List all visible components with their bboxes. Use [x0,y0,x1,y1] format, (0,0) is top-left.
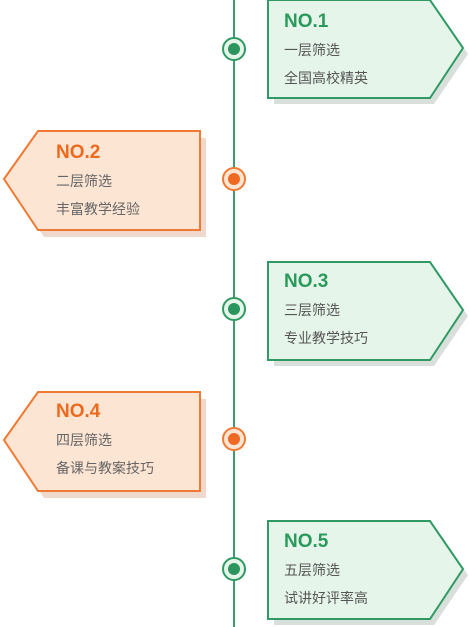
step-detail: 专业教学技巧 [284,331,368,347]
timeline-node-2 [222,167,246,191]
timeline-node-5 [222,557,246,581]
timeline-node-4 [222,427,246,451]
card-text: NO.4 四层筛选 备课与教案技巧 [56,401,154,478]
node-dot [228,173,240,185]
timeline-node-1 [222,37,246,61]
card-shape [2,130,206,237]
card-shape [267,0,468,104]
card-shape [267,520,468,625]
node-dot [228,563,240,575]
step-level: 五层筛选 [284,563,340,579]
card-text: NO.2 二层筛选 丰富教学经验 [56,142,140,219]
step-detail: 丰富教学经验 [56,202,140,218]
step-number: NO.4 [56,401,101,422]
step-level: 四层筛选 [56,433,112,449]
step-card-3: NO.3 三层筛选 专业教学技巧 [267,261,468,366]
card-text: NO.3 三层筛选 专业教学技巧 [284,271,368,348]
step-card-5: NO.5 五层筛选 试讲好评率高 [267,520,468,625]
step-card-4: NO.4 四层筛选 备课与教案技巧 [2,391,206,498]
step-card-2: NO.2 二层筛选 丰富教学经验 [2,130,206,237]
step-number: NO.2 [56,142,101,163]
step-detail: 试讲好评率高 [284,591,368,607]
node-dot [228,43,240,55]
node-dot [228,303,240,315]
step-level: 一层筛选 [284,43,340,59]
step-number: NO.5 [284,531,329,552]
step-card-1: NO.1 一层筛选 全国高校精英 [267,0,468,104]
node-dot [228,433,240,445]
step-detail: 全国高校精英 [284,71,368,87]
step-level: 三层筛选 [284,303,340,319]
step-detail: 备课与教案技巧 [56,461,154,477]
step-number: NO.3 [284,271,329,292]
card-text: NO.5 五层筛选 试讲好评率高 [284,531,368,608]
card-shape [2,391,206,498]
card-shape [267,261,468,366]
timeline-node-3 [222,297,246,321]
card-text: NO.1 一层筛选 全国高校精英 [284,11,368,88]
step-number: NO.1 [284,11,329,32]
step-level: 二层筛选 [56,174,112,190]
